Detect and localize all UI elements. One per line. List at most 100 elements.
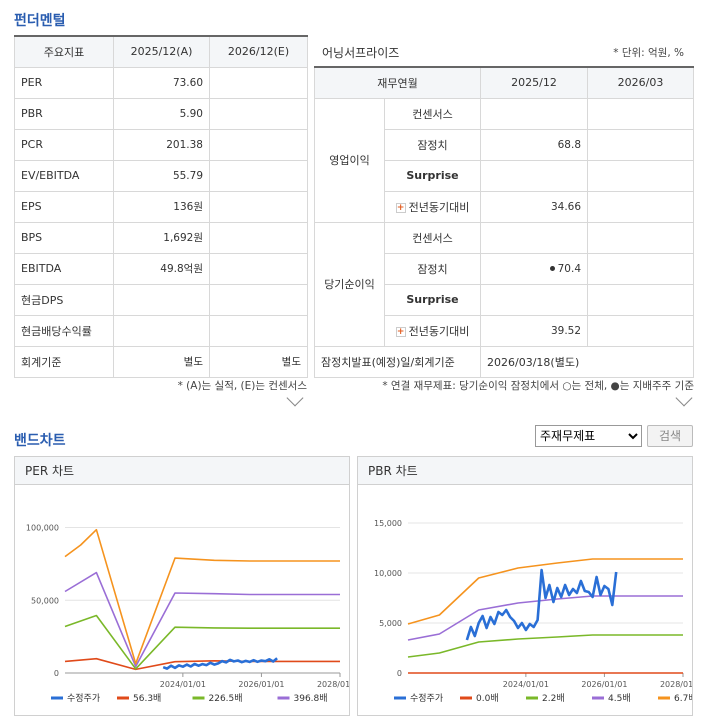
expand-plus-icon[interactable]: + — [395, 326, 406, 337]
header-2026-03: 2026/03 — [587, 66, 695, 99]
group-label: 당기순이익 — [314, 221, 385, 347]
row-value-2 — [587, 128, 695, 161]
row-label: 잠정치 — [383, 128, 482, 161]
y-tick-label: 10,000 — [374, 569, 402, 578]
row-label: Surprise — [383, 283, 482, 316]
band-series-line — [407, 634, 683, 658]
x-tick-label: 2026/01/01 — [581, 680, 627, 689]
surprise-row: 잠정치 70.4 — [315, 252, 695, 285]
expand-plus-icon[interactable]: + — [395, 202, 406, 213]
indicator-value-a: 별도 — [113, 345, 210, 378]
row-label: Surprise — [383, 159, 482, 192]
row-value-1: 39.52 — [480, 314, 589, 347]
row-value-1-text: 70.4 — [557, 262, 582, 275]
row-value-1: 68.8 — [480, 128, 589, 161]
key-indicators-table: 주요지표 2025/12(A) 2026/12(E) PER 73.60 PBR 5.… — [14, 35, 308, 378]
surprise-row: 당기순이익 컨센서스 — [314, 221, 695, 347]
indicator-value-e — [209, 314, 308, 347]
indicator-value-e: 별도 — [209, 345, 308, 378]
row-value-2 — [587, 97, 695, 130]
controlling-dot-icon — [549, 266, 555, 271]
row-value-2 — [587, 314, 695, 347]
indicator-row: 회계기준 별도 별도 — [14, 345, 308, 378]
pbr-chart-panel: PBR 차트 0 5,000 10,000 15,000 2024/01/01 2026/… — [357, 456, 706, 716]
surprise-row: 영업이익 컨센서스 — [314, 97, 695, 223]
indicator-value-e — [209, 66, 308, 99]
indicator-row: EV/EBITDA 55.79 — [14, 159, 308, 192]
band-series-line — [64, 614, 340, 670]
y-tick-label: 50,000 — [31, 596, 59, 605]
indicator-label: PER — [14, 66, 114, 99]
row-value-1 — [480, 221, 589, 254]
row-value-2 — [587, 283, 695, 316]
row-value-1: 70.4 — [480, 252, 589, 285]
indicator-value-a: 5.90 — [113, 97, 210, 130]
y-tick-label: 5,000 — [379, 619, 402, 628]
x-tick-label: 2028/01/01 — [317, 680, 349, 689]
indicator-value-a: 49.8억원 — [113, 252, 210, 285]
unit-note: * 단위: 억원, % — [613, 47, 684, 59]
row-value-1 — [480, 159, 589, 192]
right-note: * 연결 재무제표: 당기순이익 잠정치에서 ○는 전체, ●는 지배주주 기준 — [382, 380, 694, 392]
legend-label: 수정주가 — [67, 693, 100, 704]
announce-date-label: 잠정치발표(예정)일/회계기준 — [313, 345, 482, 378]
y-tick-label: 0 — [54, 669, 59, 678]
legend-item[interactable]: 6.7배 — [658, 693, 697, 704]
indicator-row: PCR 201.38 — [14, 128, 308, 161]
band-series-line — [407, 558, 683, 625]
group-label: 영업이익 — [314, 97, 385, 223]
indicator-value-a — [113, 283, 210, 316]
earnings-surprise-table: 재무연월 2025/12 2026/03 영업이익 컨센서스 잠정치 68.8 Surp… — [313, 66, 695, 378]
header-year-e: 2026/12(E) — [209, 35, 308, 68]
legend-item[interactable]: 2.2배 — [526, 693, 565, 704]
earnings-surprise-title: 어닝서프라이즈 — [322, 46, 400, 60]
row-label: + 전년동기대비 — [383, 190, 482, 223]
legend-item[interactable]: 4.5배 — [592, 693, 631, 704]
indicator-value-e — [209, 128, 308, 161]
pbr-band-chart: 0 5,000 10,000 15,000 2024/01/01 2026/01/01 20… — [374, 519, 706, 704]
legend-item[interactable]: 수정주가 — [51, 693, 100, 704]
per-band-chart: 0 50,000 100,000 2024/01/01 2026/01/01 2028/0… — [26, 524, 413, 704]
indicator-label: 회계기준 — [14, 345, 114, 378]
indicator-value-a: 73.60 — [113, 66, 210, 99]
indicator-label: PBR — [14, 97, 114, 130]
legend-item[interactable]: 56.3배 — [117, 693, 161, 704]
per-chart-title: PER 차트 — [15, 457, 349, 485]
band-chart-title: 밴드차트 — [14, 433, 66, 449]
x-tick-label: 2028/01/01 — [660, 680, 692, 689]
legend-item[interactable]: 수정주가 — [394, 693, 443, 704]
indicator-value-e — [209, 252, 308, 285]
legend-item[interactable]: 226.5배 — [192, 693, 243, 704]
header-2025-12: 2025/12 — [480, 66, 589, 99]
indicator-label: PCR — [14, 128, 114, 161]
search-button[interactable]: 검색 — [647, 425, 693, 447]
indicator-value-e — [209, 97, 308, 130]
legend-item[interactable]: 0.0배 — [460, 693, 499, 704]
indicator-value-e — [209, 190, 308, 223]
indicator-label: BPS — [14, 221, 114, 254]
row-value-1 — [480, 97, 589, 130]
indicator-label: 현금DPS — [14, 283, 114, 316]
legend-label: 0.0배 — [476, 693, 499, 704]
row-label: 잠정치 — [383, 252, 482, 285]
row-value-2 — [587, 159, 695, 192]
surprise-row: Surprise — [315, 159, 695, 192]
indicator-value-e — [209, 159, 308, 192]
indicator-value-e — [209, 221, 308, 254]
surprise-row: 잠정치 68.8 — [315, 128, 695, 161]
statement-type-select[interactable]: 주재무제표 — [535, 425, 642, 447]
price-series-line — [162, 657, 278, 670]
row-label-text: 전년동기대비 — [408, 200, 470, 214]
indicator-value-a: 1,692원 — [113, 221, 210, 254]
legend-label: 수정주가 — [410, 693, 443, 704]
indicator-label: EPS — [14, 190, 114, 223]
row-value-2 — [587, 221, 695, 254]
x-tick-label: 2024/01/01 — [503, 680, 549, 689]
legend-label: 6.7배 — [674, 693, 692, 704]
legend-item[interactable]: 396.8배 — [277, 693, 328, 704]
y-tick-label: 100,000 — [26, 524, 59, 533]
band-series-line — [407, 595, 683, 641]
indicator-value-a: 55.79 — [113, 159, 210, 192]
band-series-line — [64, 571, 340, 668]
band-series-line — [64, 528, 340, 665]
